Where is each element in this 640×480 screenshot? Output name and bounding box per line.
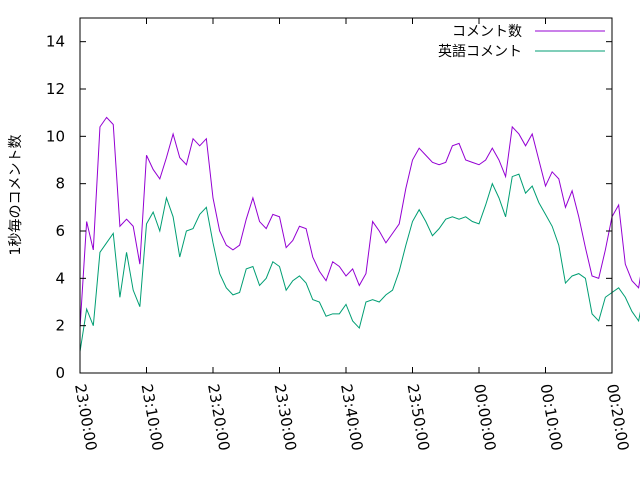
y-tick-label: 4 xyxy=(55,269,65,287)
plot-frame xyxy=(79,17,613,374)
x-tick-label: 23:20:00 xyxy=(204,383,233,452)
y-tick-label: 14 xyxy=(46,33,65,51)
data-lines xyxy=(79,116,640,352)
x-tick-label: 23:40:00 xyxy=(337,383,366,452)
legend-label-1: 英語コメント xyxy=(438,43,522,60)
y-tick-label: 12 xyxy=(46,80,65,98)
x-tick-label: 00:00:00 xyxy=(470,383,499,452)
x-tick-label: 23:00:00 xyxy=(71,383,100,452)
y-tick-label: 10 xyxy=(46,127,65,145)
series-line-0 xyxy=(79,116,640,329)
y-tick-label: 6 xyxy=(55,222,65,240)
x-tick-label: 00:10:00 xyxy=(537,383,566,452)
y-tick-label: 8 xyxy=(55,175,65,193)
y-tick-label: 2 xyxy=(55,317,65,335)
series-line-1 xyxy=(79,173,640,352)
y-tick-label: 0 xyxy=(55,364,65,382)
x-tick-label: 23:10:00 xyxy=(138,383,167,452)
x-tick-label: 23:30:00 xyxy=(271,383,300,452)
y-axis-title: 1秒毎のコメント数 xyxy=(8,135,24,256)
legend-label-0: コメント数 xyxy=(452,24,522,40)
axes: 0 2 4 6 8 10 12 14 23:00:00 23:10:00 23:20:00 23:30… xyxy=(46,18,632,452)
x-tick-label: 23:50:00 xyxy=(404,383,433,452)
x-tick-label: 00:20:00 xyxy=(603,383,632,452)
